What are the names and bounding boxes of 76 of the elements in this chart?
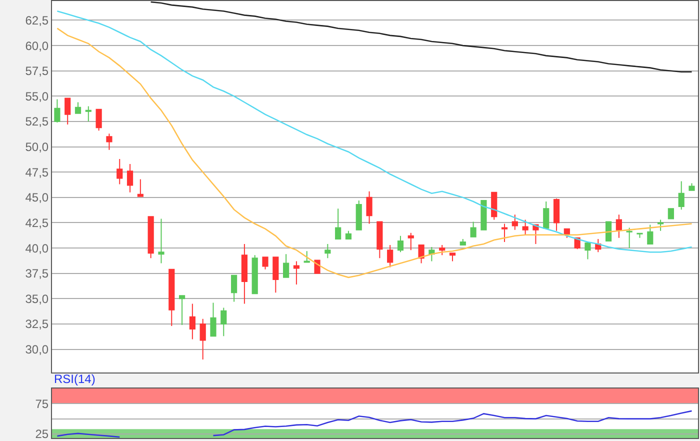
candlestick bbox=[345, 230, 352, 240]
candlestick bbox=[439, 244, 446, 256]
candlestick bbox=[241, 244, 248, 304]
candlestick bbox=[626, 227, 632, 249]
candlestick bbox=[512, 214, 518, 230]
candlestick bbox=[376, 221, 383, 259]
y-tick-label: 50,0 bbox=[25, 140, 49, 154]
candlestick bbox=[64, 98, 71, 126]
candlestick bbox=[126, 164, 134, 193]
candlestick bbox=[262, 256, 268, 270]
candlestick bbox=[397, 235, 404, 253]
candlestick bbox=[658, 219, 664, 232]
candlestick bbox=[324, 244, 331, 259]
candlestick bbox=[553, 198, 560, 232]
candlestick bbox=[148, 216, 154, 259]
candlestick bbox=[470, 221, 476, 238]
y-tick-label: 25 bbox=[35, 427, 49, 441]
candlestick bbox=[522, 219, 528, 236]
y-tick-label: 45,0 bbox=[25, 190, 49, 205]
y-tick-label: 37,5 bbox=[25, 266, 49, 281]
y-tick-label: 32,5 bbox=[25, 317, 49, 332]
candlestick bbox=[178, 295, 186, 326]
line-series bbox=[150, 1, 692, 73]
y-tick-label: 35,0 bbox=[25, 292, 49, 306]
candlestick bbox=[460, 238, 466, 246]
line-series bbox=[56, 10, 692, 253]
line-series bbox=[56, 28, 692, 278]
y-tick-label: 62,5 bbox=[25, 13, 49, 28]
y-tick-label: 75 bbox=[35, 396, 49, 411]
candlestick bbox=[408, 232, 414, 251]
candlestick bbox=[252, 254, 258, 294]
candlestick bbox=[158, 218, 164, 264]
candlestick bbox=[231, 274, 238, 302]
candlestick bbox=[678, 180, 684, 210]
candlestick bbox=[283, 254, 290, 278]
y-tick-label: 30,0 bbox=[25, 342, 49, 357]
candlestick bbox=[688, 182, 695, 191]
candlestick bbox=[189, 303, 196, 340]
candlestick bbox=[501, 223, 508, 242]
candlestick bbox=[616, 214, 622, 238]
candlestick bbox=[137, 178, 144, 197]
candlestick bbox=[168, 268, 175, 327]
candlestick bbox=[74, 102, 82, 114]
y-tick-label: 42,5 bbox=[25, 216, 49, 230]
candlestick bbox=[96, 108, 102, 132]
y-tick-label: 47,5 bbox=[25, 165, 49, 180]
candlestick bbox=[387, 244, 394, 268]
candlestick bbox=[200, 318, 206, 360]
y-tick-label: 57,5 bbox=[25, 64, 49, 78]
candlestick bbox=[293, 260, 300, 286]
candlestick bbox=[647, 224, 654, 245]
candlestick bbox=[449, 252, 456, 262]
candlestick bbox=[543, 200, 550, 229]
candlestick bbox=[605, 221, 612, 242]
candlestick bbox=[366, 190, 372, 224]
candlestick bbox=[85, 106, 92, 122]
y-tick-label: 60,0 bbox=[25, 38, 49, 53]
candlestick bbox=[584, 242, 591, 260]
candlestick bbox=[636, 232, 643, 238]
y-tick-label: 55,0 bbox=[25, 89, 49, 104]
candlestick bbox=[356, 200, 362, 230]
candlestick bbox=[220, 307, 227, 337]
candlestick bbox=[272, 256, 279, 294]
candlestick bbox=[480, 200, 487, 230]
candlestick bbox=[116, 158, 123, 185]
y-tick-label: 40,0 bbox=[25, 241, 49, 256]
candlestick bbox=[668, 208, 674, 220]
candlestick bbox=[491, 192, 498, 220]
chart-title: RSI(14) bbox=[54, 372, 96, 386]
candlestick bbox=[106, 133, 112, 150]
candlestick bbox=[335, 208, 342, 240]
candlestick bbox=[418, 244, 424, 264]
candlestick bbox=[304, 250, 310, 263]
candlestick bbox=[210, 302, 216, 337]
candlestick bbox=[54, 98, 60, 123]
y-tick-label: 52,5 bbox=[25, 114, 49, 129]
